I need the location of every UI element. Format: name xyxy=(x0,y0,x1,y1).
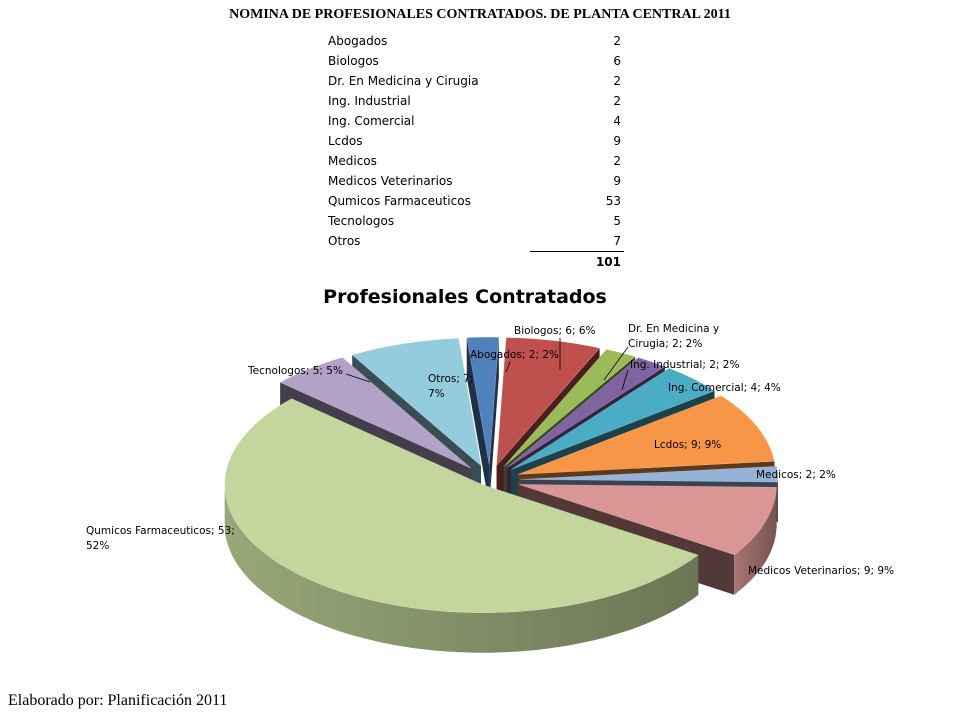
slice-data-label: Medicos; 2; 2% xyxy=(756,469,836,481)
slice-data-label: Qumicos Farmaceuticos; 53; 52% xyxy=(86,525,235,552)
pie-slice xyxy=(511,367,716,470)
row-value: 2 xyxy=(613,74,621,88)
pie-slice xyxy=(224,398,699,614)
row-value: 9 xyxy=(613,174,621,188)
slice-data-label: Ing. Comercial; 4; 4% xyxy=(668,382,781,394)
table-row: Ing. Industrial 2 xyxy=(328,91,624,111)
row-value: 7 xyxy=(613,234,621,248)
total-value: 101 xyxy=(530,251,624,271)
page-title: NOMINA DE PROFESIONALES CONTRATADOS. DE … xyxy=(229,7,731,22)
row-value: 2 xyxy=(613,154,621,168)
leader-line xyxy=(621,369,629,391)
row-value: 5 xyxy=(613,214,621,228)
row-value: 53 xyxy=(605,194,621,208)
pie-slice-side xyxy=(734,487,777,595)
row-label: Ing. Industrial xyxy=(328,94,411,108)
leader-line xyxy=(603,346,629,381)
slice-data-label: Ing. Industrial; 2; 2% xyxy=(630,359,739,371)
slice-data-label: Tecnologos; 5; 5% xyxy=(247,365,343,377)
pie-tops xyxy=(224,336,779,614)
slice-data-label: Medicos Veterinarios; 9; 9% xyxy=(748,565,894,577)
table-row: Lcdos 9 xyxy=(328,131,624,151)
table-row: Otros 7 xyxy=(328,231,624,251)
slice-data-label: Biologos; 6; 6% xyxy=(514,325,596,337)
pie-data-labels: Abogados; 2; 2% Biologos; 6; 6% Dr. En Med… xyxy=(86,323,894,577)
chart-title: Profesionales Contratados xyxy=(323,286,607,308)
row-label: Abogados xyxy=(328,34,388,48)
table-row: Qumicos Farmaceuticos 53 xyxy=(328,191,624,211)
row-label: Tecnologos xyxy=(328,214,395,228)
row-value: 6 xyxy=(613,54,621,68)
table-row: Medicos Veterinarios 9 xyxy=(328,171,624,191)
row-label: Dr. En Medicina y Cirugia xyxy=(328,74,479,88)
slice-data-label: Abogados; 2; 2% xyxy=(470,349,559,361)
row-label: Biologos xyxy=(328,54,379,68)
summary-table: Abogados 2 Biologos 6 Dr. En Medicina y Ci… xyxy=(328,31,624,271)
pie-leader-lines xyxy=(345,338,629,391)
leader-line xyxy=(505,361,511,373)
total-row: 101 xyxy=(328,251,624,271)
table-row: Ing. Comercial 4 xyxy=(328,111,624,131)
pie-slice xyxy=(279,357,472,469)
pie-slice xyxy=(519,465,779,483)
row-value: 4 xyxy=(613,114,621,128)
footer-note: Elaborado por: Planificación 2011 xyxy=(8,692,228,709)
row-label: Medicos xyxy=(328,154,377,168)
pie-slice xyxy=(518,484,777,556)
slice-data-label: Lcdos; 9; 9% xyxy=(654,439,721,451)
row-label: Ing. Comercial xyxy=(328,114,415,128)
row-label: Otros xyxy=(328,234,361,248)
table-row: Dr. En Medicina y Cirugia 2 xyxy=(328,71,624,91)
pie-slice xyxy=(351,337,482,467)
row-value: 9 xyxy=(613,134,621,148)
pie-slice xyxy=(517,395,775,475)
row-label: Medicos Veterinarios xyxy=(328,174,453,188)
row-value: 2 xyxy=(613,94,621,108)
pie-slice-wall xyxy=(489,337,499,506)
row-label: Lcdos xyxy=(328,134,363,148)
pie-slice xyxy=(503,349,636,467)
pie-slice xyxy=(496,337,601,467)
pie-slice xyxy=(506,357,666,468)
leader-line xyxy=(345,373,371,383)
table-row: Abogados 2 xyxy=(328,31,624,51)
pie-slice-wall xyxy=(466,337,490,506)
row-value: 2 xyxy=(613,34,621,48)
slice-data-label: Dr. En Medicina y Cirugia; 2; 2% xyxy=(628,323,719,350)
slice-data-label: Otros; 7; 7% xyxy=(428,373,473,400)
pie-slice xyxy=(466,336,500,466)
row-label: Qumicos Farmaceuticos xyxy=(328,194,471,208)
table-row: Medicos 2 xyxy=(328,151,624,171)
table-row: Tecnologos 5 xyxy=(328,211,624,231)
pie-slice-side xyxy=(224,484,699,653)
table-row: Biologos 6 xyxy=(328,51,624,71)
